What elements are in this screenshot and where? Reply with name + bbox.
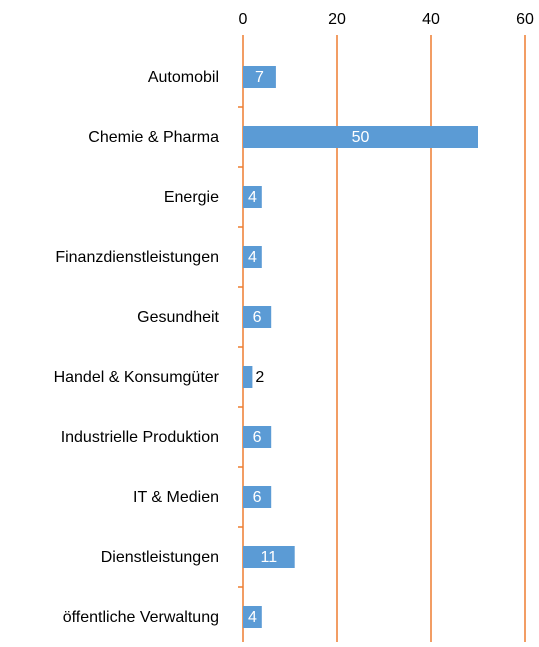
y-tick-label: Finanzdienstleistungen	[55, 249, 219, 266]
x-tick-label: 0	[239, 11, 248, 28]
y-tick-label: IT & Medien	[133, 489, 219, 506]
value-label: 4	[248, 609, 257, 626]
y-tick-label: Energie	[164, 189, 219, 206]
value-label: 4	[248, 249, 257, 266]
bar	[243, 426, 272, 448]
value-label: 4	[248, 189, 257, 206]
bar	[243, 186, 262, 208]
value-label: 50	[352, 129, 370, 146]
x-tick-label: 20	[328, 11, 346, 28]
y-tick-label: Handel & Konsumgüter	[54, 369, 220, 386]
x-tick-label: 60	[516, 11, 534, 28]
value-label: 6	[253, 489, 262, 506]
y-tick-label: Industrielle Produktion	[61, 429, 219, 446]
y-tick-label: Chemie & Pharma	[88, 129, 219, 146]
value-label: 2	[255, 369, 264, 386]
y-tick-label: Gesundheit	[137, 309, 219, 326]
bar	[243, 66, 276, 88]
bar	[243, 246, 262, 268]
value-label: 6	[253, 309, 262, 326]
value-label: 6	[253, 429, 262, 446]
bar	[243, 366, 253, 388]
bar	[243, 606, 262, 628]
bar	[243, 306, 272, 328]
bar	[243, 126, 478, 148]
y-tick-label: Automobil	[148, 69, 219, 86]
value-label: 7	[255, 69, 264, 86]
y-tick-label: Dienstleistungen	[101, 549, 219, 566]
bar	[243, 486, 272, 508]
value-label: 11	[261, 549, 278, 566]
y-tick-label: öffentliche Verwaltung	[63, 609, 219, 626]
x-tick-label: 40	[422, 11, 440, 28]
bar	[243, 546, 295, 568]
